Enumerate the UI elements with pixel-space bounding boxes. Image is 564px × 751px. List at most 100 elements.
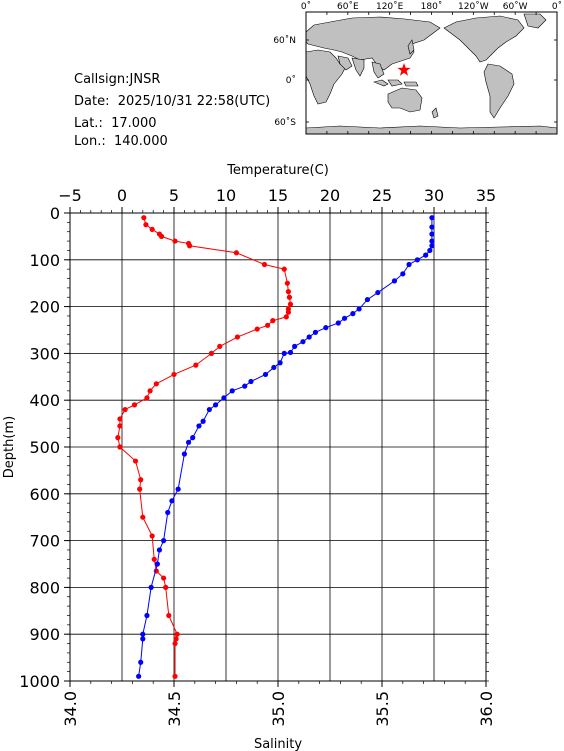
map-labels: 0˚ 60˚E 120˚E 180˚ 120˚W 60˚W 0˚ 60˚N 0˚ 60˚S <box>273 1 562 128</box>
temperature-data-point <box>158 233 165 239</box>
depth-tick-label: 100 <box>29 251 60 270</box>
map-longitude-label: 120˚E <box>376 1 404 12</box>
temperature-data-point <box>174 631 180 637</box>
temperature-data-point <box>161 575 167 581</box>
temperature-data-point <box>138 477 144 483</box>
salinity-data-point <box>200 418 206 424</box>
salinity-data-point <box>156 547 163 553</box>
salinity-data-point <box>292 343 298 349</box>
latitude-text: Lat.: 17.000 <box>74 116 157 131</box>
axis-tick-labels: −5 0 5 10 15 20 25 30 35010020030040050060070080… <box>19 186 496 727</box>
salinity-data-point <box>271 364 277 371</box>
salinity-data-point <box>335 320 341 326</box>
temperature-axis-title: Temperature(C) <box>226 163 329 178</box>
salinity-data-point <box>154 561 160 567</box>
temperature-data-point <box>149 226 155 232</box>
salinity-data-point <box>300 339 306 345</box>
map-longitude-label: 60˚E <box>337 1 359 12</box>
temperature-data-point <box>187 243 193 249</box>
salinity-data-point <box>312 329 319 335</box>
temperature-data-point <box>261 261 268 268</box>
temperature-data-point <box>141 215 147 221</box>
temperature-data-point <box>217 343 223 349</box>
temperature-data-point <box>234 334 241 340</box>
depth-axis-title: Depth(m) <box>2 416 17 478</box>
salinity-data-point <box>196 423 202 429</box>
depth-tick-label: 900 <box>29 625 60 644</box>
map-longitude-label: 60˚W <box>503 1 528 12</box>
temperature-data-point <box>117 423 123 429</box>
temperature-data-point <box>283 314 289 320</box>
salinity-data-point <box>277 360 283 366</box>
temperature-data-point <box>286 294 293 300</box>
longitude-text: Lon.: 140.000 <box>74 134 168 149</box>
salinity-data-point <box>364 296 371 303</box>
salinity-data-point <box>281 350 287 356</box>
salinity-data-point <box>181 451 187 457</box>
salinity-data-point <box>400 271 406 277</box>
depth-tick-label: 600 <box>29 485 60 504</box>
salinity-tick-label: 35.0 <box>269 691 288 727</box>
temperature-data-point <box>122 406 128 413</box>
salinity-data-point <box>350 311 356 317</box>
salinity-data-point <box>144 612 150 619</box>
temperature-data-point <box>285 309 291 315</box>
depth-tick-label: 1000 <box>19 672 60 691</box>
salinity-data-point <box>138 659 144 665</box>
temperature-data-point <box>233 250 239 256</box>
temperature-data-point <box>172 673 178 679</box>
salinity-data-point <box>423 252 429 258</box>
grid-lines <box>70 213 486 681</box>
salinity-data-point <box>341 315 348 321</box>
salinity-data-point <box>242 383 248 389</box>
temperature-data-point <box>173 636 179 642</box>
temperature-data-point <box>140 514 146 520</box>
salinity-tick-label: 34.5 <box>165 691 184 727</box>
temperature-data-point <box>115 435 121 441</box>
depth-tick-label: 700 <box>29 532 60 551</box>
salinity-data-point <box>136 673 142 679</box>
map-latitude-label: 60˚N <box>273 35 296 46</box>
temperature-data-point <box>281 266 287 272</box>
temperature-data-point <box>171 371 177 378</box>
map-longitude-label: 0˚ <box>552 1 562 12</box>
map-latitude-label: 0˚ <box>286 75 296 86</box>
salinity-data-point <box>429 215 435 221</box>
salinity-data-point <box>429 238 435 244</box>
temperature-tick-label: 25 <box>372 186 392 205</box>
depth-tick-label: 300 <box>29 344 60 363</box>
temperature-data-point <box>208 350 215 356</box>
temperature-tick-label: 20 <box>320 186 340 205</box>
salinity-data-point <box>169 498 175 504</box>
salinity-data-point <box>391 278 398 284</box>
salinity-data-point <box>429 224 435 230</box>
salinity-data-point <box>414 257 420 263</box>
temperature-data-point <box>149 533 155 539</box>
map-land <box>305 13 558 135</box>
temperature-tick-label: 15 <box>268 186 288 205</box>
temperature-data-point <box>132 458 139 464</box>
temperature-data-point <box>163 584 169 591</box>
salinity-data-point <box>429 243 435 249</box>
salinity-data-point <box>190 435 196 441</box>
map-ticks <box>305 12 558 134</box>
salinity-data-point <box>206 406 212 413</box>
salinity-axis-title: Salinity <box>254 737 302 751</box>
temperature-tick-label: 5 <box>169 186 179 205</box>
temperature-data-point <box>153 381 159 387</box>
series-layer <box>115 215 435 679</box>
salinity-data-point <box>262 371 269 378</box>
salinity-data-point <box>406 261 412 268</box>
salinity-data-point <box>229 388 235 394</box>
salinity-tick-label: 36.0 <box>477 691 496 727</box>
salinity-data-point <box>427 247 433 254</box>
map-longitude-label: 120˚W <box>458 1 489 12</box>
temperature-data-point <box>131 402 138 408</box>
temperature-tick-label: 35 <box>476 186 496 205</box>
salinity-data-point <box>175 486 181 492</box>
salinity-data-point <box>248 378 254 385</box>
salinity-data-point <box>287 349 294 356</box>
salinity-data-point <box>221 395 227 401</box>
map-longitude-label: 0˚ <box>301 1 311 12</box>
